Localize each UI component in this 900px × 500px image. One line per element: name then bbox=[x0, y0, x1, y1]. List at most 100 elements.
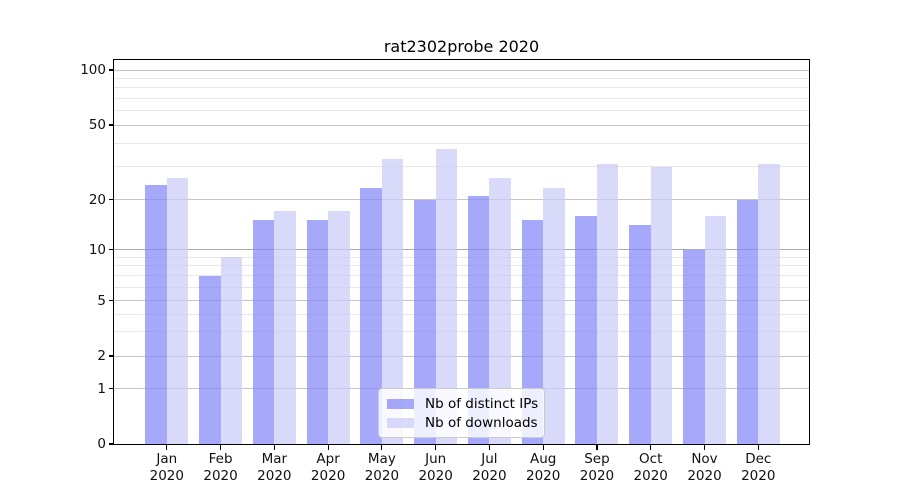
bar-nov-ips bbox=[683, 249, 705, 445]
x-tick-mark bbox=[327, 445, 329, 450]
y-tick-label: 0 bbox=[97, 436, 106, 452]
legend-swatch-downloads bbox=[387, 418, 414, 428]
x-tick-mark bbox=[219, 445, 222, 450]
bar-mar-downloads bbox=[274, 211, 296, 445]
bar-jun-ips bbox=[414, 199, 436, 445]
y-tick-mark bbox=[108, 387, 114, 390]
minor-gridline bbox=[113, 256, 810, 258]
x-tick-label-month: Sep bbox=[584, 451, 610, 467]
y-tick-mark bbox=[108, 299, 114, 302]
y-tick-label: 20 bbox=[88, 191, 106, 208]
legend-item-downloads: Nb of downloads bbox=[387, 415, 538, 431]
x-tick-mark bbox=[650, 445, 652, 450]
x-tick-label-month: Jul bbox=[481, 451, 498, 467]
x-tick-mark bbox=[273, 445, 275, 450]
y-tick-mark bbox=[108, 443, 114, 445]
x-tick-label-year: 2020 bbox=[526, 467, 561, 484]
x-tick-label: Dec 2020 bbox=[726, 451, 790, 484]
bar-dec-ips bbox=[736, 199, 759, 445]
x-tick-label-month: Jun bbox=[425, 451, 447, 467]
major-gridline bbox=[113, 124, 810, 126]
bar-apr-downloads bbox=[328, 211, 350, 445]
y-tick-label: 5 bbox=[97, 292, 106, 309]
bar-jul-downloads bbox=[489, 178, 511, 445]
major-gridline bbox=[113, 69, 810, 71]
minor-gridline bbox=[113, 97, 810, 99]
x-tick-label-month: Oct bbox=[639, 451, 663, 467]
bar-may-ips bbox=[360, 188, 382, 445]
minor-gridline bbox=[113, 166, 810, 168]
chart-legend: Nb of distinct IPs Nb of downloads bbox=[378, 388, 545, 438]
minor-gridline bbox=[113, 265, 810, 267]
x-tick-mark bbox=[435, 445, 437, 450]
x-tick-label-month: Dec bbox=[745, 451, 772, 467]
bar-aug-downloads bbox=[543, 188, 565, 445]
chart-title: rat2302probe 2020 bbox=[383, 37, 540, 56]
x-tick-label-year: 2020 bbox=[579, 467, 615, 484]
legend-label-distinct-ips: Nb of distinct IPs bbox=[425, 396, 539, 412]
bar-jul-ips bbox=[467, 195, 490, 445]
x-tick-label: Jun 2020 bbox=[404, 451, 468, 484]
minor-gridline bbox=[113, 313, 810, 315]
x-tick-mark bbox=[488, 445, 490, 450]
minor-gridline bbox=[113, 286, 810, 288]
bar-dec-downloads bbox=[758, 163, 780, 445]
y-tick-mark bbox=[108, 124, 114, 126]
x-tick-label-month: Mar bbox=[261, 451, 288, 467]
legend-swatch-ips bbox=[387, 399, 414, 409]
y-tick-label: 100 bbox=[80, 62, 106, 78]
bar-nov-downloads bbox=[704, 215, 726, 445]
y-tick-mark bbox=[108, 355, 114, 357]
x-tick-label: Mar 2020 bbox=[242, 451, 306, 484]
y-tick-mark bbox=[108, 198, 114, 201]
x-tick-label-month: Feb bbox=[208, 451, 233, 467]
bar-oct-downloads bbox=[650, 166, 673, 445]
minor-gridline bbox=[113, 110, 810, 112]
x-tick-mark bbox=[596, 445, 598, 450]
x-tick-label: May 2020 bbox=[350, 451, 414, 484]
minor-gridline bbox=[113, 87, 810, 89]
x-tick-label-month: Nov bbox=[691, 451, 718, 467]
x-tick-label-year: 2020 bbox=[203, 467, 238, 484]
major-gridline bbox=[113, 355, 810, 357]
bar-feb-ips bbox=[199, 275, 221, 445]
minor-gridline bbox=[113, 77, 810, 79]
x-tick-mark bbox=[757, 445, 759, 450]
x-tick-label: Jan 2020 bbox=[135, 451, 199, 484]
x-tick-label-month: Apr bbox=[316, 451, 340, 467]
bar-apr-ips bbox=[306, 220, 329, 445]
bar-jan-downloads bbox=[166, 178, 189, 445]
minor-gridline bbox=[113, 275, 810, 277]
y-tick-label: 50 bbox=[88, 117, 106, 133]
bar-jan-ips bbox=[145, 184, 167, 445]
x-tick-mark bbox=[542, 445, 544, 450]
x-tick-label: Oct 2020 bbox=[619, 451, 683, 484]
major-gridline bbox=[113, 249, 810, 250]
bar-sep-ips bbox=[575, 215, 597, 445]
x-tick-label: Apr 2020 bbox=[296, 451, 360, 484]
minor-gridline bbox=[113, 330, 810, 332]
legend-item-distinct-ips: Nb of distinct IPs bbox=[387, 396, 539, 412]
x-tick-label-year: 2020 bbox=[364, 467, 400, 484]
x-tick-label-year: 2020 bbox=[418, 467, 453, 484]
x-tick-mark bbox=[166, 445, 168, 450]
x-tick-label: Feb 2020 bbox=[189, 451, 253, 484]
y-tick-label: 10 bbox=[88, 241, 106, 258]
x-tick-label-month: Aug bbox=[530, 451, 557, 467]
major-gridline bbox=[113, 300, 810, 301]
bar-sep-downloads bbox=[596, 163, 619, 445]
x-tick-label: Nov 2020 bbox=[673, 451, 737, 484]
x-tick-label-year: 2020 bbox=[310, 467, 346, 484]
y-tick-mark bbox=[108, 248, 114, 251]
x-tick-label-year: 2020 bbox=[257, 467, 292, 484]
x-tick-label-month: Jan bbox=[156, 451, 178, 467]
major-gridline bbox=[113, 199, 810, 200]
x-tick-mark bbox=[381, 445, 383, 450]
bar-feb-downloads bbox=[220, 257, 243, 445]
x-tick-label-year: 2020 bbox=[472, 467, 507, 484]
plot-area bbox=[113, 59, 810, 445]
x-tick-label: Sep 2020 bbox=[565, 451, 629, 484]
x-tick-label: Aug 2020 bbox=[511, 451, 575, 484]
x-tick-label-month: May bbox=[367, 451, 396, 467]
legend-label-downloads: Nb of downloads bbox=[425, 415, 538, 431]
